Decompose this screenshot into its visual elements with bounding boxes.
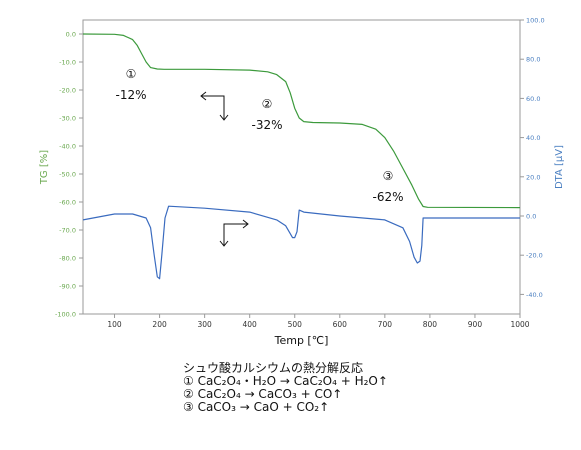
tg-series-line	[82, 33, 521, 209]
plot-frame	[82, 19, 521, 315]
right-axis-label: DTA [μV]	[554, 145, 565, 189]
right-tick-label: 100.0	[526, 17, 545, 25]
left-tick-label: -30.0	[59, 115, 76, 123]
left-tick-label: -90.0	[59, 283, 76, 291]
step-1-symbol: ①	[126, 67, 137, 81]
dta-series-line	[82, 205, 520, 280]
tg-dta-chart: 100 200 300 400 500 600 700 800 900 1000 0.0 -10.0 -…	[39, 17, 565, 348]
caption-line-3: ③ CaCO₃ → CaO + CO₂↑	[183, 400, 330, 414]
right-tick-label: -20.0	[526, 252, 543, 260]
caption-title: シュウ酸カルシウムの熱分解反応	[183, 361, 364, 375]
x-tick-label: 400	[243, 320, 258, 329]
right-tick-label: 0.0	[526, 213, 536, 221]
caption-line-1: ① CaC₂O₄・H₂O → CaC₂O₄ + H₂O↑	[183, 374, 388, 388]
step-1-label: -12%	[115, 88, 146, 102]
caption-line-2: ② CaC₂O₄ → CaCO₃ + CO↑	[183, 387, 343, 401]
left-tick-label: -80.0	[59, 255, 76, 263]
x-tick-label: 100	[107, 320, 122, 329]
left-tick-label: -10.0	[59, 59, 76, 67]
tg-axis-arrowhead	[200, 91, 207, 101]
step-3-symbol: ③	[383, 169, 394, 183]
x-tick-label: 300	[197, 320, 212, 329]
x-tick-label: 900	[468, 320, 483, 329]
x-axis-label: Temp [℃]	[274, 334, 329, 347]
left-tick-label: -40.0	[59, 143, 76, 151]
x-tick-label: 200	[152, 320, 167, 329]
left-tick-label: 0.0	[66, 31, 76, 39]
tg-axis-down-arrowhead	[219, 114, 229, 121]
left-tick-label: -100.0	[55, 311, 76, 319]
left-tick-label: -70.0	[59, 227, 76, 235]
step-2-label: -32%	[251, 118, 282, 132]
left-axis-label: TG [%]	[39, 150, 50, 185]
tg-axis-arrow	[201, 95, 225, 120]
left-tick-label: -20.0	[59, 87, 76, 95]
x-tick-label: 700	[378, 320, 393, 329]
x-tick-label: 600	[333, 320, 348, 329]
dta-axis-arrow	[223, 223, 248, 246]
left-tick-label: -50.0	[59, 171, 76, 179]
x-tick-label: 1000	[510, 320, 529, 329]
dta-axis-down-arrowhead	[219, 240, 229, 247]
right-tick-label: 20.0	[526, 173, 540, 181]
right-tick-label: -40.0	[526, 291, 543, 299]
step-2-symbol: ②	[262, 97, 273, 111]
right-tick-label: 40.0	[526, 134, 540, 142]
reaction-caption: シュウ酸カルシウムの熱分解反応 ① CaC₂O₄・H₂O → CaC₂O₄ + …	[183, 362, 388, 414]
step-3-label: -62%	[372, 190, 403, 204]
x-tick-label: 500	[288, 320, 303, 329]
annotation-layer: ① -12% ② -32% ③ -62%	[115, 67, 404, 247]
series-layer	[82, 33, 521, 280]
left-tick-label: -60.0	[59, 199, 76, 207]
dta-axis-arrowhead	[242, 219, 249, 229]
x-tick-label: 800	[423, 320, 438, 329]
right-tick-label: 80.0	[526, 56, 540, 64]
right-tick-label: 60.0	[526, 95, 540, 103]
axes-layer: 100 200 300 400 500 600 700 800 900 1000 0.0 -10.0 -…	[39, 17, 565, 348]
